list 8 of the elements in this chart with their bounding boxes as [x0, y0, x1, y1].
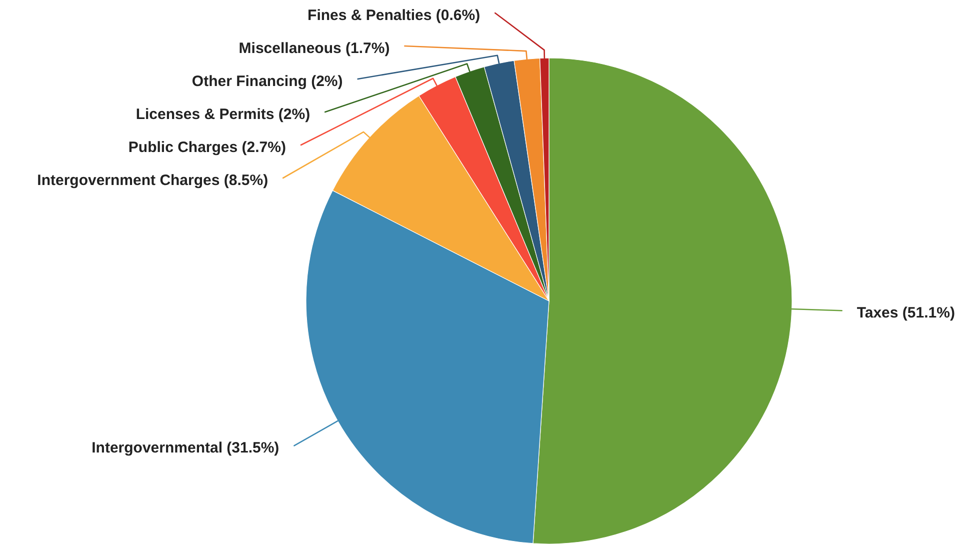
slice-label: Intergovernmental (31.5%)	[92, 440, 280, 457]
slice-label: Taxes (51.1%)	[856, 304, 955, 322]
slice-label: Licenses & Permits (2%)	[136, 106, 310, 123]
slice-label: Intergovernment Charges (8.5%)	[37, 172, 268, 189]
slice-label: Fines & Penalties (0.6%)	[308, 7, 480, 24]
slice-label: Other Financing (2%)	[192, 73, 343, 90]
slice-label: Public Charges (2.7%)	[128, 139, 286, 156]
slice-label: Miscellaneous (1.7%)	[238, 40, 390, 57]
